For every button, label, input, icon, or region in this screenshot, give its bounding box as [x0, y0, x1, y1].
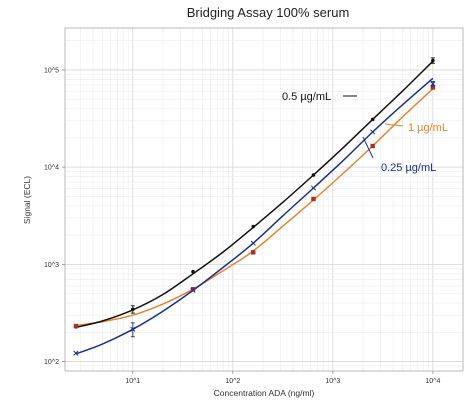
point-0-25-g-ml [250, 240, 256, 246]
point-0-25-g-ml [190, 287, 196, 293]
x-tick-label: 10^1 [125, 378, 140, 385]
x-tick-label: 10^4 [425, 378, 440, 385]
point-x-stroke [73, 350, 79, 356]
point-0-5-g-ml [431, 58, 435, 63]
point-1-g-ml [73, 323, 79, 329]
point-0-25-g-ml [130, 326, 136, 332]
grid [65, 28, 464, 372]
point-x-stroke [370, 129, 376, 135]
point-x-stroke [130, 326, 136, 332]
point-x-stroke [430, 81, 436, 87]
x-tick-label: 10^3 [325, 378, 340, 385]
curve-0-5-g-ml [75, 60, 434, 329]
point-1-g-ml [251, 250, 256, 255]
point-0-5-g-ml [311, 173, 316, 177]
curve-1-g-ml [75, 88, 434, 327]
y-axis-label: Signal (ECL) [22, 176, 32, 224]
point-0-25-g-ml [310, 185, 317, 191]
tick-labels: 10^1 10^2 10^3 10^4 10^2 10^3 10^4 10^5 [44, 67, 440, 385]
point-0-5-g-ml [130, 307, 135, 312]
annotation-label: 0.5 µg/mL [282, 91, 331, 103]
point-1-g-ml [370, 143, 375, 149]
point-1-g-ml [311, 196, 316, 202]
point-0-5-g-ml [251, 224, 256, 229]
y-tick-label: 10^2 [44, 359, 59, 366]
data-points [73, 57, 436, 356]
point-0-5-g-ml [370, 117, 375, 122]
point-1-g-ml [430, 85, 436, 90]
chart-title: Bridging Assay 100% serum [187, 5, 350, 20]
annotation-leader-line [362, 136, 374, 159]
point-0-25-g-ml [370, 129, 376, 135]
point-0-25-g-ml [73, 350, 79, 356]
point-0-5-g-ml [191, 269, 195, 274]
annotations: 0.5 µg/mL 1 µg/mL 0.25 µg/mL [282, 91, 448, 174]
x-axis-label: Concentration ADA (ng/ml) [214, 388, 315, 398]
annotation-label: 0.25 µg/mL [381, 162, 436, 174]
point-x-stroke [190, 287, 196, 293]
y-tick-label: 10^3 [44, 262, 59, 269]
y-tick-label: 10^5 [44, 67, 59, 74]
y-tick-label: 10^4 [44, 165, 59, 172]
point-x-stroke [310, 185, 317, 191]
point-0-25-g-ml [430, 81, 436, 87]
plot-frame [64, 27, 464, 372]
annotation-label: 1 µg/mL [408, 122, 448, 134]
point-1-g-ml [190, 287, 196, 292]
point-x-stroke [250, 240, 256, 246]
fitted-curves [75, 60, 434, 355]
annotation-leader-line [384, 123, 404, 127]
x-tick-label: 10^2 [225, 378, 240, 385]
curve-0-25-g-ml [75, 77, 434, 355]
